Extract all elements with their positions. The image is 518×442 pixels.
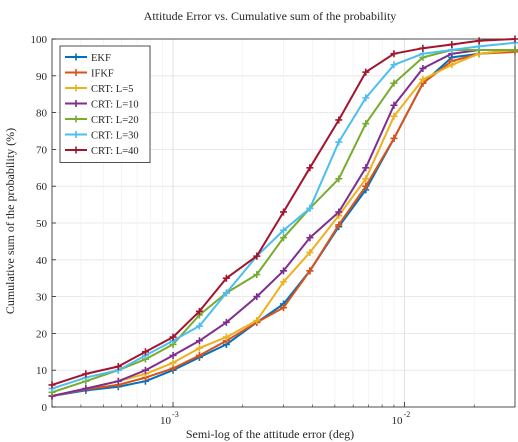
series-2-point [222,333,230,341]
series-5-point [222,289,230,297]
legend-label: CRT: L=20 [91,115,139,126]
series-6-point [306,164,314,172]
series-4-point [362,120,370,128]
series-5-point [195,322,203,330]
series-2-point [306,248,314,256]
legend-marker [72,100,80,107]
series-5-point [390,61,398,69]
series-3-point [169,351,177,359]
series-2-point [419,75,427,83]
series-6-point [114,363,122,371]
series-6-point [253,252,261,260]
legend-label: EKF [91,53,111,64]
legend-marker [72,53,80,61]
x-tick-label: 10 [392,415,404,427]
legend-label: CRT: L=10 [91,100,139,111]
series-5-point [280,226,287,234]
legend-label: CRT: L=5 [91,84,133,95]
series-3-point [82,385,90,393]
series-2-point [280,278,287,286]
x-tick-label-exponent: -2 [404,410,411,419]
series-1-point [335,221,343,229]
series-2-point [195,344,203,352]
series-6-point [280,208,287,216]
x-tick-label: 10 [160,415,172,427]
series-4-point [253,271,261,279]
series-6-point [475,37,483,45]
series-3-point [419,64,427,72]
series-4-point [390,79,398,87]
series-1-point [390,134,398,142]
series-3-point [195,337,203,345]
legend-marker [72,115,80,123]
series-6-point [390,50,398,58]
series-5-point [362,94,370,102]
series-1-point [362,182,370,190]
series-6-point [222,274,230,282]
series-1-point [195,351,203,359]
series-6-point [448,41,456,49]
legend-marker [72,69,80,76]
series-3-point [280,267,287,275]
legend-label: IFKF [91,69,114,80]
series-4-point [280,234,287,242]
legend-label: CRT: L=30 [91,131,139,142]
series-5-point [306,204,314,212]
series-6-point [511,35,518,43]
series-6-point [335,116,343,124]
series-5-point [335,138,343,146]
y-tick-label: 100 [31,34,48,46]
series-1-point [280,304,287,312]
series-6-point [195,307,203,315]
series-6-point [169,333,177,341]
series-3-point [141,366,149,374]
series-6-point [141,348,149,356]
series-1-point [306,267,314,275]
series-lines [48,35,518,400]
legend-label: CRT: L=40 [91,146,139,157]
y-tick-label: 70 [36,144,48,156]
legend-marker [72,131,80,138]
y-tick-label: 90 [36,71,48,83]
legend: EKF IFKF CRT: L=5 CRT: L=10 CRT: L=20 CRT: L=… [59,45,151,163]
series-4-point [335,175,343,183]
series-3-point [306,234,314,242]
series-6-point [48,381,56,389]
series-3-point [222,318,230,326]
y-tick-label: 60 [36,181,48,193]
y-tick-label: 40 [36,255,48,267]
x-axis-label: Semi-log of the attitude error (deg) [186,427,354,441]
legend-marker [72,146,80,154]
series-4-point [511,46,518,54]
series-3-point [362,164,370,172]
series-6-point [419,44,427,52]
series-2-point [362,175,370,183]
y-tick-label: 20 [36,328,48,340]
series-2-point [390,112,398,120]
y-tick-label: 10 [36,365,48,377]
series-6-point [362,68,370,76]
x-tick-label-exponent: -3 [172,410,179,419]
y-tick-label: 30 [36,292,48,304]
y-tick-label: 50 [36,218,48,230]
series-2-point [448,61,456,69]
legend-marker [72,84,80,92]
series-3-point [390,101,398,109]
series-6-point [82,370,90,378]
series-3-point [114,377,122,385]
series-3-point [335,208,343,216]
y-axis-label: Cumulative sum of the probability (%) [3,128,17,314]
series-2-point [253,317,261,325]
y-tick-label: 0 [42,402,48,414]
chart-title: Attitude Error vs. Cumulative sum of the… [144,9,397,23]
y-tick-label: 80 [36,108,48,120]
series-3-point [253,293,261,301]
series-2-point [169,359,177,367]
